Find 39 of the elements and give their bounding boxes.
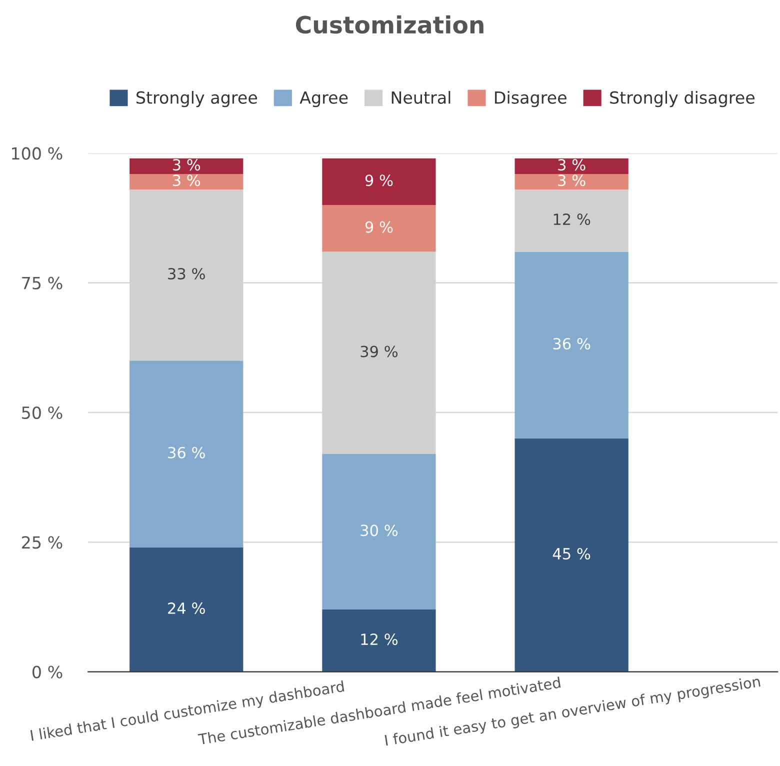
bar bbox=[130, 547, 244, 672]
data-label: 36 % bbox=[553, 338, 590, 350]
y-tick-label: 75 % bbox=[22, 276, 62, 290]
data-label: 9 % bbox=[365, 221, 393, 233]
chart-title: Customization bbox=[296, 15, 484, 34]
data-label: 12 % bbox=[361, 634, 398, 646]
legend-label: Strongly agree bbox=[136, 90, 258, 108]
data-label: 36 % bbox=[168, 446, 205, 458]
legend-label: Disagree bbox=[495, 90, 566, 108]
bar bbox=[514, 190, 628, 252]
bar bbox=[130, 174, 244, 190]
data-label: 3 % bbox=[172, 174, 200, 186]
data-label: 45 % bbox=[552, 548, 590, 560]
bar bbox=[130, 360, 244, 548]
bar bbox=[322, 610, 436, 672]
data-label: 3 % bbox=[172, 159, 200, 171]
data-label: 33 % bbox=[168, 268, 205, 280]
data-label: 30 % bbox=[360, 524, 398, 536]
y-tick-label: 25 % bbox=[22, 536, 62, 549]
data-label: 24 % bbox=[168, 602, 205, 614]
bar bbox=[322, 205, 436, 252]
bar bbox=[514, 438, 628, 672]
data-label: 12 % bbox=[554, 213, 590, 226]
bar bbox=[322, 454, 436, 610]
data-label: 39 % bbox=[360, 346, 398, 358]
data-label: 3 % bbox=[558, 174, 586, 186]
y-tick-label: 100 % bbox=[12, 147, 62, 160]
data-label: 9 % bbox=[365, 174, 393, 186]
legend-label: Strongly disagree bbox=[610, 90, 754, 108]
legend-label: Agree bbox=[300, 91, 348, 108]
y-tick-label: 0 % bbox=[32, 666, 62, 678]
bar bbox=[322, 158, 436, 206]
data-label: 3 % bbox=[558, 159, 586, 171]
legend-label: Neutral bbox=[392, 90, 450, 104]
bar bbox=[514, 252, 628, 438]
y-tick-label: 50 % bbox=[22, 406, 62, 420]
bar bbox=[514, 174, 628, 190]
bar bbox=[514, 158, 628, 174]
bar bbox=[130, 158, 244, 174]
